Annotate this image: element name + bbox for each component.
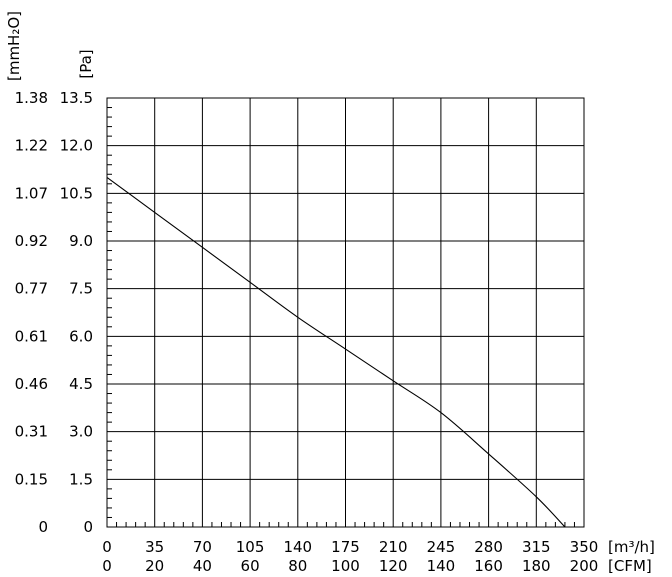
x-axis-unit-m3h: [m³/h] bbox=[608, 538, 655, 556]
y-tick-label-pa: 12.0 bbox=[60, 137, 93, 155]
x-tick-label-cfm: 180 bbox=[522, 557, 551, 575]
y-tick-label-pa: 6.0 bbox=[69, 327, 93, 345]
x-tick-label-m3h: 245 bbox=[427, 538, 456, 556]
x-tick-label-cfm: 140 bbox=[427, 557, 456, 575]
x-tick-label-cfm: 60 bbox=[241, 557, 260, 575]
x-tick-label-cfm: 200 bbox=[570, 557, 599, 575]
pressure-flow-curve bbox=[106, 177, 566, 528]
y-tick-label-mmh2o: 1.07 bbox=[15, 184, 48, 202]
y-tick-label-mmh2o: 0.15 bbox=[15, 470, 48, 488]
y-tick-label-mmh2o: 1.38 bbox=[15, 89, 48, 107]
x-axis-unit-cfm: [CFM] bbox=[608, 557, 652, 575]
y-tick-label-mmh2o: 0.92 bbox=[15, 232, 48, 250]
plot-frame bbox=[106, 97, 585, 528]
y-tick-label-mmh2o: 0.46 bbox=[15, 375, 48, 393]
grid bbox=[107, 98, 584, 527]
x-tick-label-m3h: 0 bbox=[102, 538, 112, 556]
x-tick-label-m3h: 350 bbox=[570, 538, 599, 556]
x-tick-label-m3h: 280 bbox=[474, 538, 503, 556]
y-tick-label-mmh2o: 0.31 bbox=[15, 423, 48, 441]
x-tick-label-m3h: 210 bbox=[379, 538, 408, 556]
x-tick-label-cfm: 40 bbox=[193, 557, 212, 575]
x-tick-label-m3h: 70 bbox=[193, 538, 212, 556]
y-tick-label-pa: 13.5 bbox=[60, 89, 93, 107]
y-tick-label-pa: 1.5 bbox=[69, 470, 93, 488]
x-tick-label-cfm: 100 bbox=[331, 557, 360, 575]
y-tick-label-pa: 7.5 bbox=[69, 280, 93, 298]
minor-ticks bbox=[107, 107, 575, 527]
x-tick-label-cfm: 120 bbox=[379, 557, 408, 575]
x-tick-label-cfm: 20 bbox=[145, 557, 164, 575]
y-axis-unit-mmh2o: [mmH₂O] bbox=[5, 11, 23, 81]
x-tick-label-cfm: 80 bbox=[288, 557, 307, 575]
x-tick-label-m3h: 315 bbox=[522, 538, 551, 556]
x-tick-label-cfm: 0 bbox=[102, 557, 112, 575]
x-tick-label-m3h: 140 bbox=[283, 538, 312, 556]
y-tick-label-mmh2o: 0 bbox=[38, 518, 48, 536]
y-axis-unit-pa: [Pa] bbox=[77, 49, 95, 78]
x-tick-label-m3h: 35 bbox=[145, 538, 164, 556]
y-tick-label-mmh2o: 1.22 bbox=[15, 137, 48, 155]
y-tick-label-mmh2o: 0.77 bbox=[15, 280, 48, 298]
y-tick-label-mmh2o: 0.61 bbox=[15, 327, 48, 345]
y-tick-label-pa: 0 bbox=[83, 518, 93, 536]
x-tick-label-m3h: 175 bbox=[331, 538, 360, 556]
x-tick-label-m3h: 105 bbox=[236, 538, 265, 556]
x-tick-label-cfm: 160 bbox=[474, 557, 503, 575]
y-tick-label-pa: 10.5 bbox=[60, 184, 93, 202]
y-tick-label-pa: 3.0 bbox=[69, 423, 93, 441]
y-tick-label-pa: 4.5 bbox=[69, 375, 93, 393]
y-tick-label-pa: 9.0 bbox=[69, 232, 93, 250]
